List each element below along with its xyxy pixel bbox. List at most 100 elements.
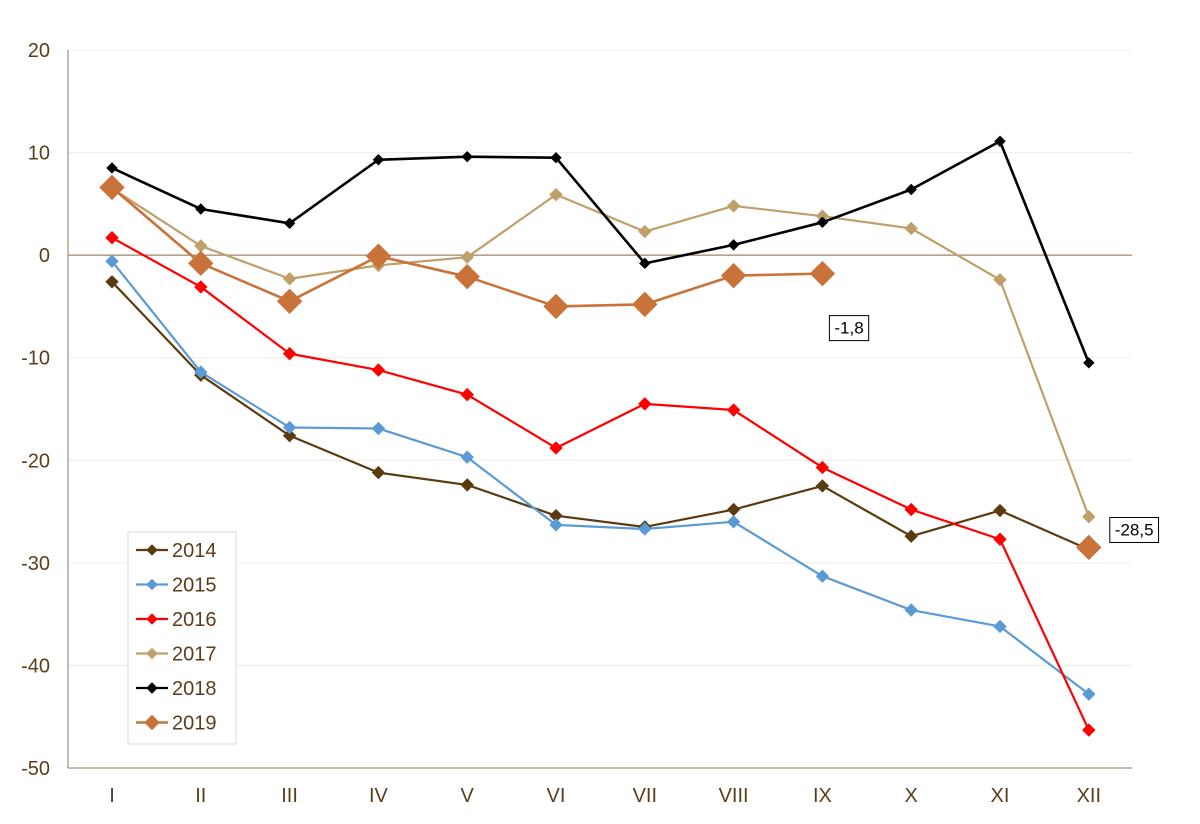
series-lines: [99, 135, 1102, 737]
legend: 2014 2015 2016 2017 2018 2019: [127, 531, 237, 745]
y-tick-label: 0: [39, 245, 50, 267]
series-2015: [105, 254, 1096, 701]
data-point-2015: [549, 518, 563, 532]
legend-marker: [146, 544, 158, 556]
x-tick-label: XII: [1077, 785, 1101, 807]
data-point-2017: [460, 250, 474, 264]
data-point-2019: [809, 260, 836, 287]
legend-label: 2016: [172, 609, 217, 631]
data-point-2016: [549, 441, 563, 455]
data-point-2018: [461, 150, 473, 163]
series-line-2017: [111, 187, 1090, 518]
series-2019: [99, 174, 1102, 561]
x-tick-label: VI: [547, 785, 566, 807]
annotation-box: [828, 315, 870, 342]
data-point-2019: [632, 291, 658, 318]
x-tick-label: IV: [369, 785, 389, 807]
legend-marker: [146, 682, 158, 694]
legend-entry-2019: 2019: [136, 713, 217, 735]
data-point-2019: [720, 262, 747, 289]
y-tick-label: -10: [21, 348, 50, 370]
data-point-2018: [816, 216, 829, 229]
data-point-2018: [106, 162, 118, 174]
data-point-2014: [726, 502, 741, 517]
legend-entry-2018: 2018: [136, 678, 217, 700]
data-point-2019: [543, 293, 569, 320]
x-tick-label: II: [195, 785, 206, 807]
legend-marker: [146, 613, 158, 625]
data-point-2018: [639, 257, 651, 270]
data-point-2017: [194, 239, 208, 253]
data-point-2016: [993, 532, 1007, 546]
y-tick-label: 20: [28, 40, 50, 62]
data-point-2015: [460, 450, 474, 464]
data-point-2014: [371, 465, 386, 480]
x-axis-tick-labels: I II III IV V VI VII VIII IX X XI XII: [109, 785, 1101, 807]
data-point-2019: [365, 243, 392, 269]
x-tick-label: I: [109, 785, 115, 807]
legend-entry-2017: 2017: [136, 644, 217, 666]
legend-label: 2015: [172, 575, 217, 597]
x-tick-label: V: [461, 785, 475, 807]
data-point-2016: [1082, 723, 1096, 737]
series-line-2014: [111, 281, 1090, 551]
data-point-2018: [283, 217, 296, 230]
legend-label: 2017: [172, 644, 217, 666]
legend-entry-2014: 2014: [136, 540, 217, 562]
y-tick-label: -50: [21, 758, 50, 780]
series-line-2015: [111, 260, 1090, 696]
data-point-2014: [282, 428, 297, 443]
annotation-callout: -28,5: [1109, 516, 1160, 543]
annotation-callout: -1,8: [828, 315, 870, 342]
data-point-2016: [638, 397, 652, 411]
data-point-2015: [815, 569, 830, 583]
data-point-2018: [372, 154, 385, 166]
legend-label: 2018: [172, 678, 217, 700]
series-line-2018: [111, 139, 1091, 364]
data-point-2017: [638, 224, 652, 239]
data-point-2015: [993, 619, 1007, 634]
data-point-2015: [638, 522, 652, 536]
data-point-2014: [904, 529, 918, 543]
data-point-2015: [904, 603, 918, 617]
x-tick-label: IX: [813, 785, 832, 807]
annotations: -1,8 -28,5: [828, 315, 1160, 543]
y-tick-label: -20: [21, 450, 50, 472]
gridlines: [68, 49, 1132, 666]
legend-box: [127, 531, 237, 745]
data-point-2015: [1082, 687, 1096, 701]
data-point-2018: [550, 151, 562, 164]
x-tick-label: III: [281, 785, 298, 807]
data-point-2017: [993, 273, 1007, 287]
data-point-2019: [188, 250, 214, 277]
series-2014: [105, 275, 1096, 557]
legend-marker: [146, 647, 158, 660]
y-tick-label: 10: [28, 143, 50, 165]
y-tick-label: -40: [21, 655, 50, 677]
series-line-2016: [111, 236, 1090, 731]
data-point-2014: [815, 479, 830, 493]
data-point-2015: [282, 420, 297, 435]
x-tick-label: VIII: [719, 785, 749, 807]
data-point-2016: [460, 387, 474, 402]
series-2018: [106, 135, 1095, 369]
data-point-2015: [371, 421, 386, 436]
data-point-2018: [727, 239, 740, 251]
data-point-2016: [194, 280, 208, 294]
data-point-2017: [1082, 509, 1096, 524]
data-point-2019: [276, 288, 303, 315]
data-point-2016: [815, 460, 830, 475]
x-tick-label: X: [905, 785, 918, 807]
legend-marker: [146, 578, 158, 591]
annotation-label: -1,8: [834, 319, 863, 338]
annotation-label: -28,5: [1115, 520, 1154, 539]
y-axis-tick-labels: 20 10 0 -10 -20 -30 -40 -50: [21, 40, 50, 780]
data-point-2019: [99, 174, 125, 201]
y-tick-label: -30: [21, 553, 50, 575]
axes: [67, 50, 1132, 769]
data-point-2015: [105, 254, 119, 269]
data-point-2018: [994, 135, 1006, 147]
series-2017: [105, 181, 1096, 524]
data-point-2019: [1076, 534, 1102, 561]
